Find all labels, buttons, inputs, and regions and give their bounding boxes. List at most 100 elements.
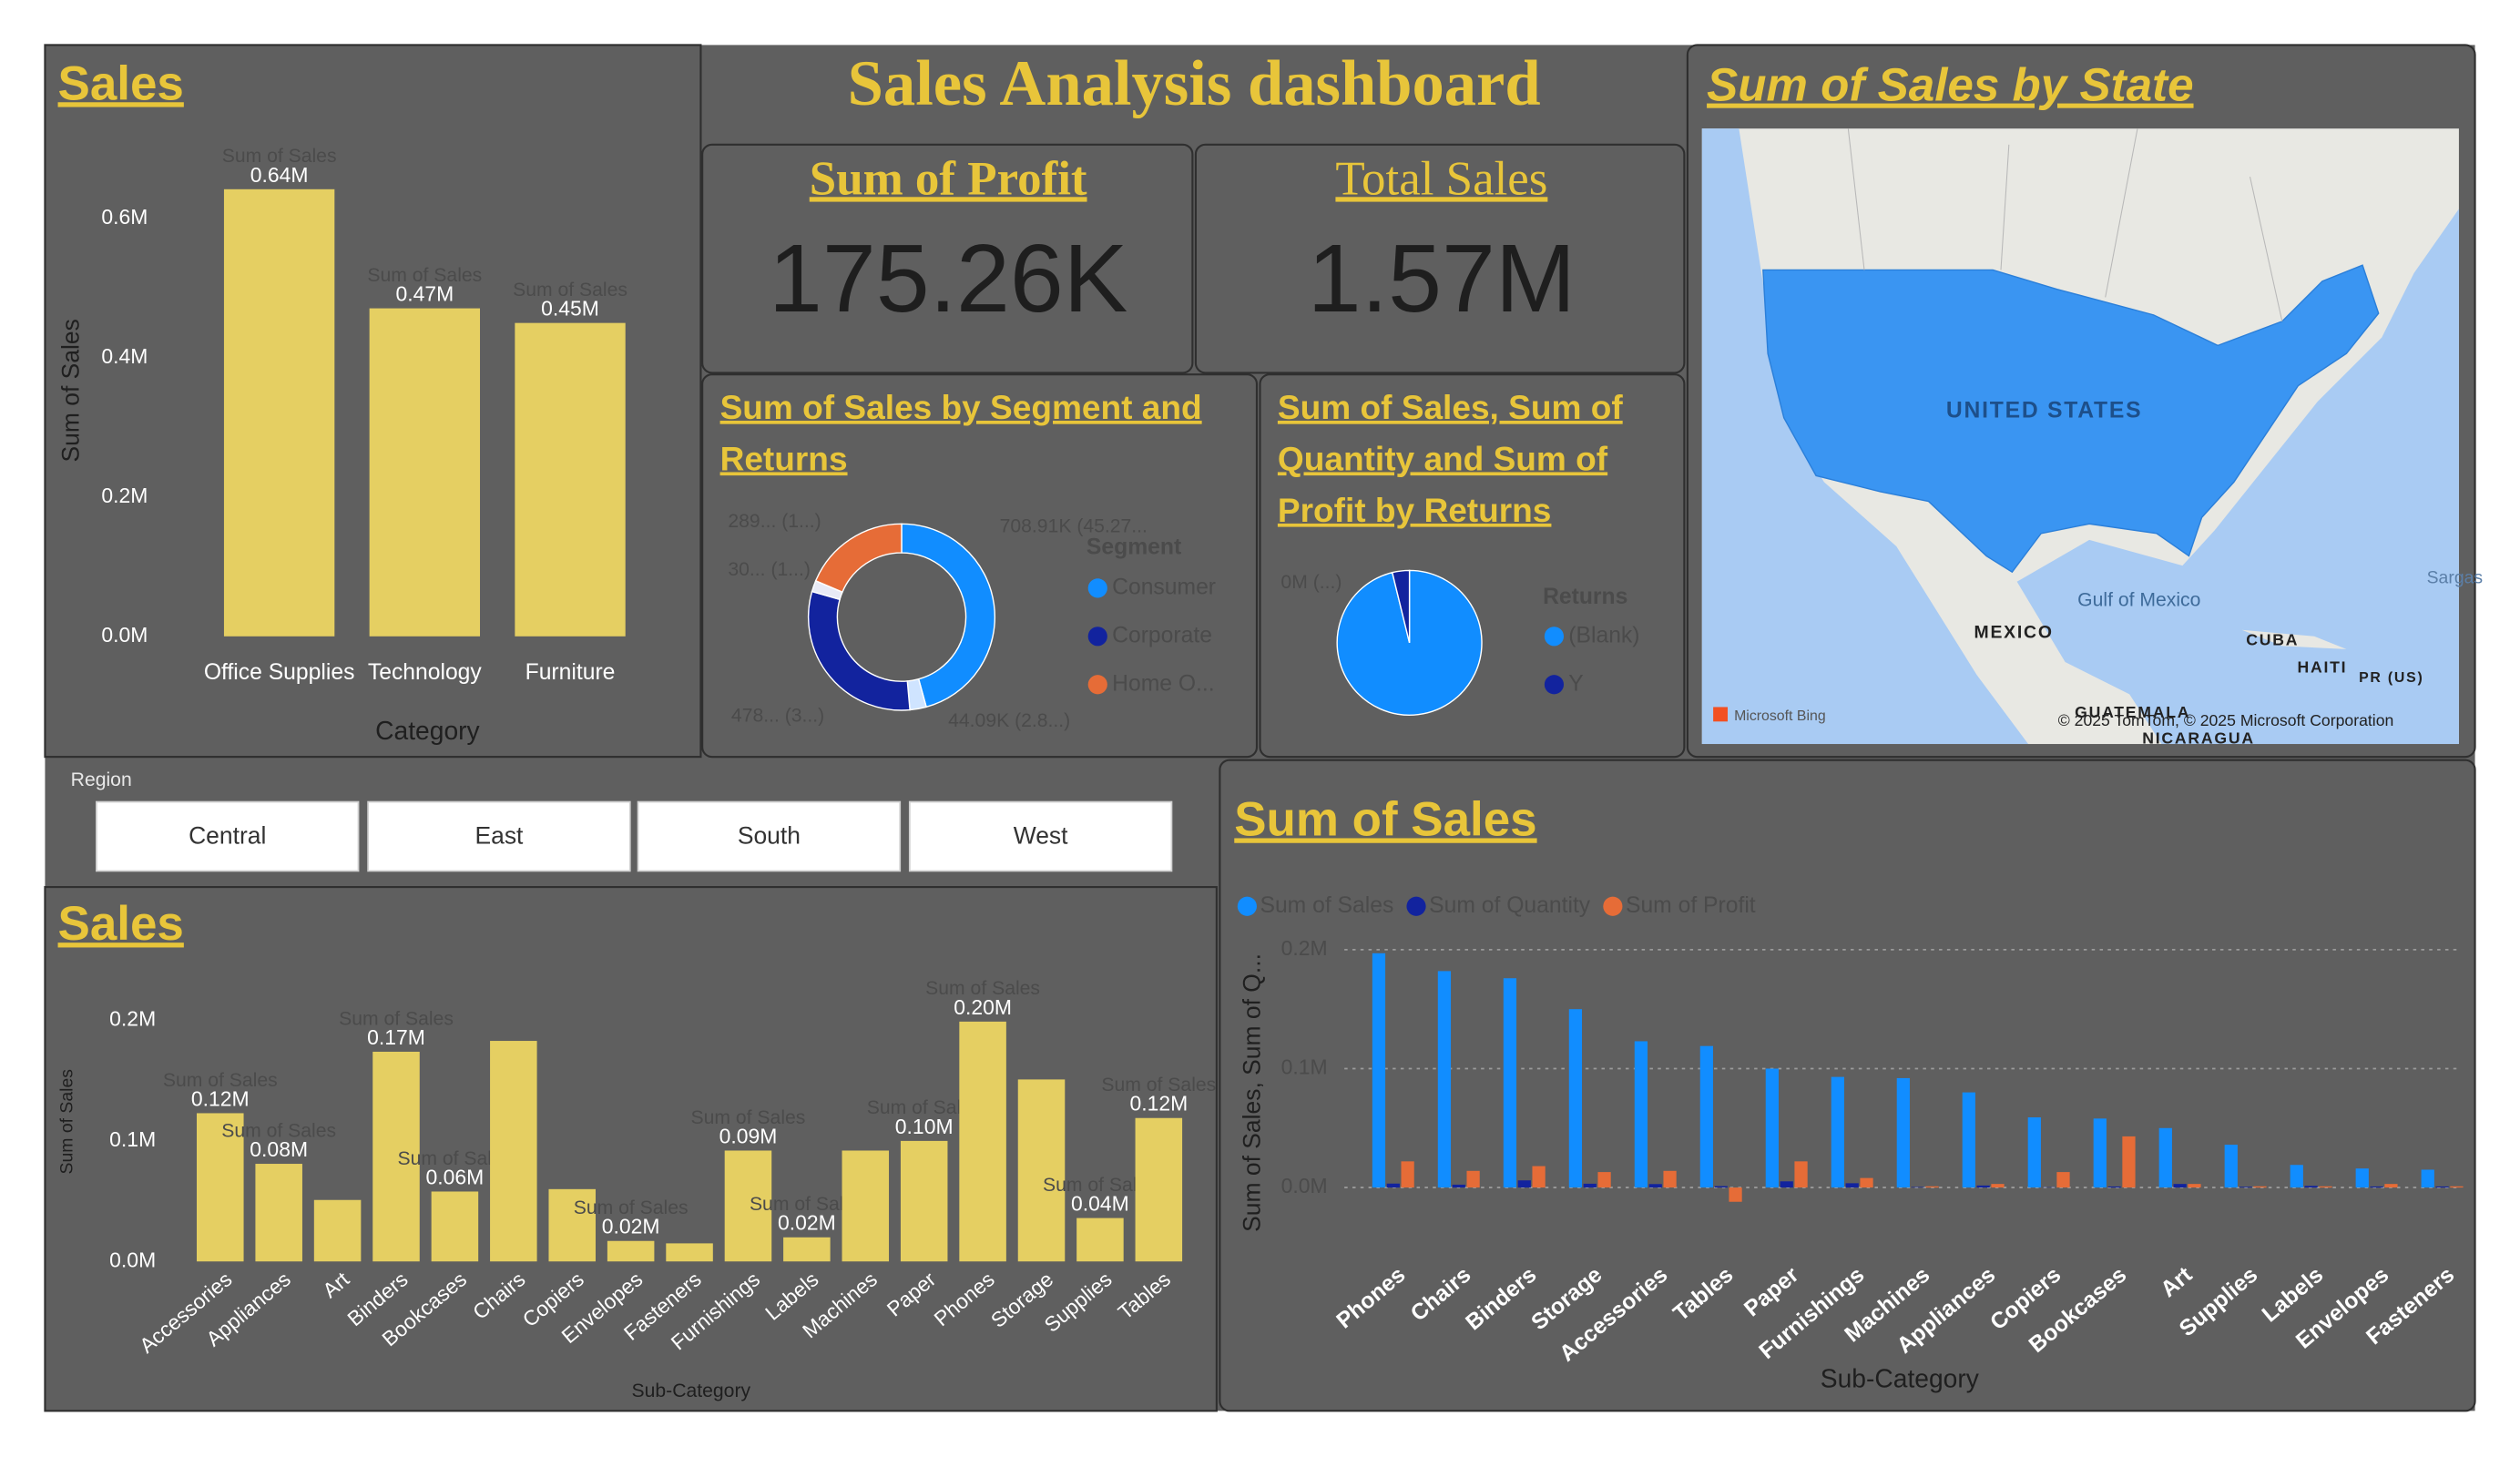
data-label-title: Sum of Sales	[750, 1194, 864, 1215]
data-label: 0.10M	[895, 1115, 954, 1138]
annotation: 0M (...)	[1280, 572, 1342, 593]
map-label: Gulf of Mexico	[2077, 590, 2200, 611]
map-label: PR (US)	[2359, 670, 2423, 686]
bar	[2224, 1145, 2238, 1188]
map	[1701, 128, 2459, 745]
panel	[701, 143, 1194, 374]
data-label-title: Sum of Sales	[398, 1148, 513, 1169]
bar	[223, 188, 335, 637]
slice	[1391, 569, 1411, 644]
x-tick-label: Technology	[368, 660, 483, 685]
panel	[44, 886, 1218, 1412]
x-axis-title: Sub-Category	[1821, 1363, 1980, 1392]
bar	[2290, 1165, 2303, 1188]
panel	[1194, 143, 1686, 374]
bar	[1794, 1161, 1808, 1188]
slicer-button[interactable]	[367, 800, 631, 872]
dashboard-title: Sales Analysis dashboard	[848, 48, 1541, 119]
bar	[2355, 1168, 2369, 1188]
bar	[1597, 1172, 1611, 1188]
title-line: Returns	[720, 439, 848, 477]
bar	[2122, 1136, 2136, 1188]
data-label-title: Sum of Sales	[1101, 1075, 1216, 1095]
legend-title: Segment	[1087, 535, 1181, 559]
data-label: 708.91K (45.27...	[1000, 515, 1148, 536]
legend-marker	[1087, 627, 1107, 647]
data-label: 0.20M	[954, 995, 1012, 1019]
slicer: Central East South West	[96, 800, 1173, 872]
kpi-value: 1.57M	[1308, 225, 1576, 332]
bar	[1896, 1077, 1910, 1188]
legend-marker	[1603, 896, 1623, 916]
data-label-title: Sum of Sales	[867, 1097, 982, 1118]
data-label: 0.06M	[426, 1165, 485, 1188]
data-label: 0.04M	[1071, 1192, 1129, 1216]
legend-marker	[1237, 896, 1257, 916]
bar	[1386, 1183, 1400, 1188]
data-label-title: Sum of Sales	[163, 1070, 278, 1091]
bar	[1845, 1183, 1859, 1188]
bar	[2384, 1184, 2398, 1188]
slicer-option[interactable]: West	[1014, 821, 1068, 849]
slicer-button[interactable]	[96, 800, 360, 872]
data-label: 0.45M	[541, 297, 599, 321]
legend-marker	[1087, 578, 1107, 598]
bar	[1583, 1183, 1597, 1188]
panel	[44, 44, 702, 759]
map-label: © 2025 TomTom, © 2025 Microsoft Corporat…	[2058, 711, 2394, 729]
data-label: 0.47M	[395, 282, 454, 306]
legend-label: Sum of Sales	[1260, 893, 1394, 918]
panel	[701, 373, 1259, 759]
y-tick-label: 0.1M	[109, 1127, 156, 1151]
bar	[1401, 1161, 1414, 1188]
kpi-value: 175.26K	[769, 225, 1127, 332]
bar	[1976, 1185, 1990, 1188]
map-label: GUATEMALA	[2075, 703, 2190, 721]
data-label: 0.08M	[250, 1137, 308, 1161]
slicer-option[interactable]: Central	[189, 821, 266, 849]
map-label: MEXICO	[1974, 622, 2054, 642]
slicer-option[interactable]: South	[738, 821, 801, 849]
bar	[1729, 1187, 1742, 1202]
data-label-title: Sum of Sales	[574, 1197, 689, 1218]
data-label: 0.64M	[250, 163, 309, 187]
chart-title: Sum of Sales	[1234, 792, 1536, 846]
panel	[1259, 373, 1686, 759]
y-tick-label: 0.4M	[101, 344, 148, 368]
title-line: Profit by Returns	[1278, 491, 1552, 529]
bar	[1372, 953, 1386, 1188]
slicer-button[interactable]	[908, 800, 1173, 872]
bar	[607, 1240, 655, 1262]
legend-marker	[1544, 627, 1565, 647]
slice	[814, 523, 903, 594]
data-label-title: Sum of Sales	[1043, 1175, 1158, 1196]
data-label-title: Sum of Sales	[925, 978, 1040, 999]
slicer-button[interactable]	[637, 800, 902, 872]
map-label: NICARAGUA	[2142, 728, 2255, 747]
bing-logo	[1713, 707, 1729, 722]
legend-label: Consumer	[1112, 575, 1216, 599]
chart-title: Sales	[58, 897, 184, 951]
bar	[1634, 1041, 1648, 1188]
bar	[1437, 971, 1452, 1188]
chart-title: Sales	[58, 56, 184, 110]
map-label: Sargas	[2427, 567, 2484, 587]
bar	[515, 322, 626, 637]
title-line: Sum of Sales by Segment and	[720, 388, 1202, 426]
x-axis-title: Category	[375, 716, 480, 745]
panel	[1219, 759, 2476, 1412]
map-border	[1847, 128, 2283, 322]
bar	[783, 1237, 831, 1262]
bar	[1017, 1079, 1066, 1262]
y-tick-label: 0.0M	[1281, 1174, 1328, 1197]
slicer-option[interactable]: East	[474, 821, 524, 849]
bar	[2173, 1184, 2187, 1188]
y-tick-label: 0.1M	[1281, 1055, 1328, 1079]
y-tick-label: 0.6M	[101, 205, 148, 229]
y-axis-title: Sum of Sales	[56, 319, 84, 462]
map-water	[1701, 128, 2028, 745]
bar	[1765, 1068, 1779, 1188]
data-label: 0.12M	[191, 1086, 250, 1110]
bar	[1699, 1045, 1714, 1188]
